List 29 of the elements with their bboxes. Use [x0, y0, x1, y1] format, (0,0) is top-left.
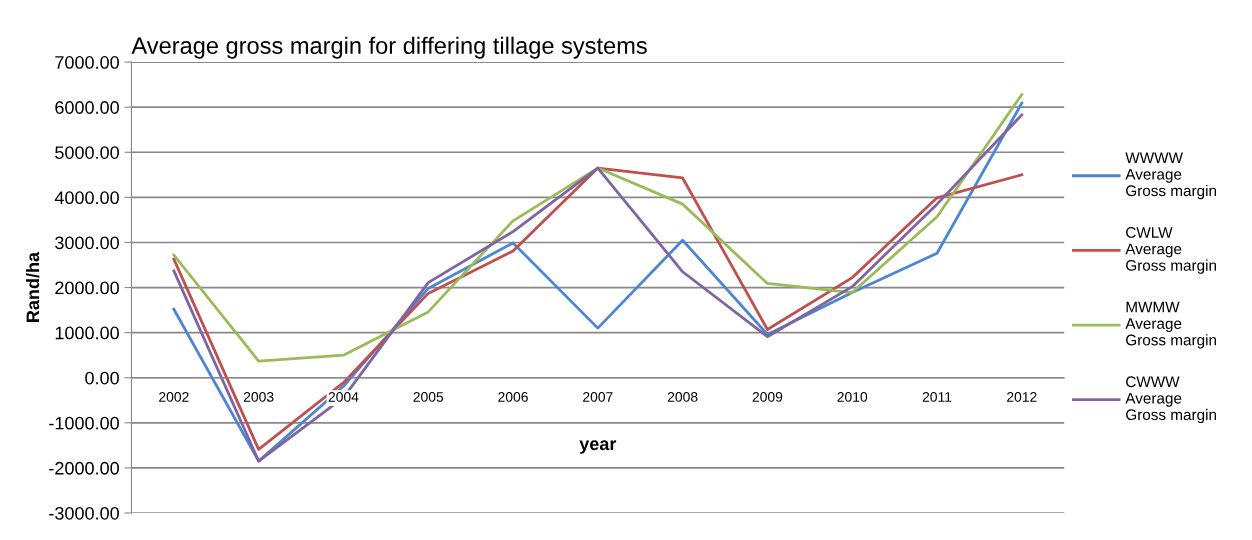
x-tick-label: 2006 — [498, 391, 528, 402]
x-tick-label: 2005 — [413, 391, 444, 402]
y-tick-label: -1000.00 — [49, 416, 119, 430]
x-tick-label: 2012 — [1007, 391, 1037, 402]
y-tick-label: 4000.00 — [54, 191, 119, 205]
x-tick-label: 2007 — [583, 391, 613, 402]
y-tick-label: 2000.00 — [55, 281, 119, 295]
line-series — [172, 93, 1024, 363]
legend-label: CWLW Average Gross margin — [1125, 227, 1217, 274]
x-tick-label: 2010 — [837, 391, 868, 402]
y-axis-title: Rand/ha — [26, 251, 40, 322]
y-tick-label: 3000.00 — [55, 236, 119, 250]
y-tick-label: -3000.00 — [49, 506, 119, 520]
x-tick-label: 2009 — [752, 391, 783, 402]
y-tick-label: 7000.00 — [55, 56, 119, 69]
chart-title: Average gross margin for differing tillage systems — [131, 36, 647, 59]
x-tick-label: 2011 — [922, 391, 952, 402]
legend-label: CWWW Average Gross margin — [1125, 376, 1217, 424]
x-tick-label: 2008 — [667, 391, 698, 402]
y-tick-label: 1000.00 — [55, 326, 119, 340]
legend-label: MWMW Average Gross margin — [1125, 301, 1217, 349]
y-tick-label: -2000.00 — [49, 461, 119, 475]
x-axis-title: year — [579, 440, 617, 454]
y-tick-label: 5000.00 — [55, 146, 119, 159]
y-tick-label: 6000.00 — [55, 101, 119, 114]
x-tick-label: 2002 — [159, 391, 189, 402]
legend-label: WWWW Average Gross margin — [1125, 152, 1217, 200]
x-tick-label: 2003 — [243, 391, 274, 402]
y-tick-label: 0.00 — [85, 371, 119, 385]
